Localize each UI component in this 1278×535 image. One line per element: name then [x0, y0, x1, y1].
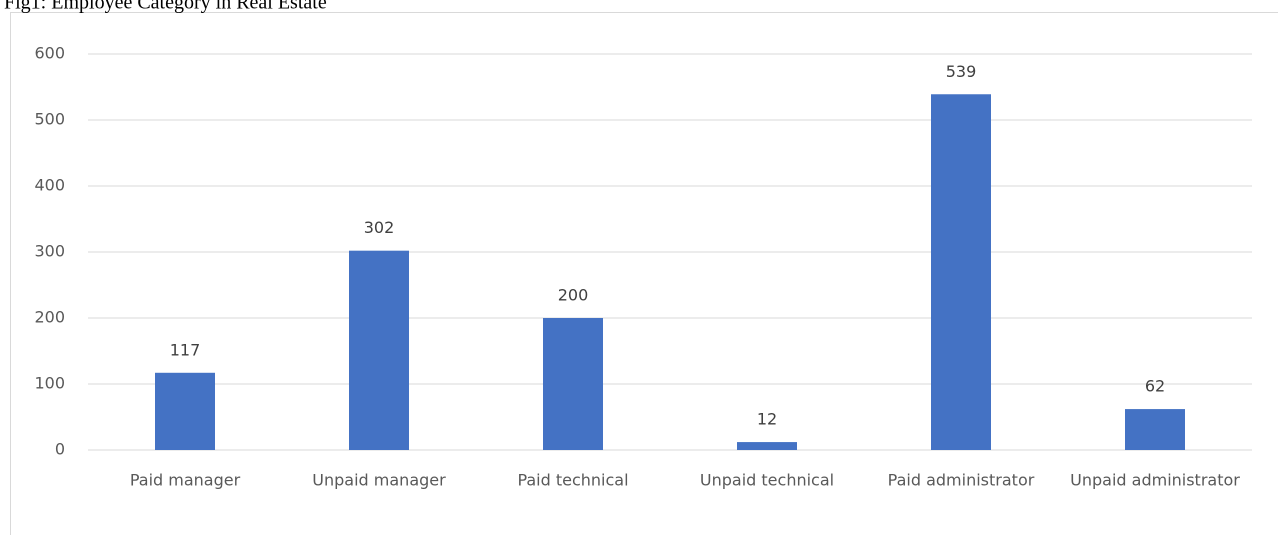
y-tick-label: 200 [34, 308, 65, 327]
y-tick-label: 0 [55, 440, 65, 459]
data-label: 539 [946, 62, 977, 81]
bar [737, 442, 797, 450]
bar [931, 94, 991, 450]
bar [1125, 409, 1185, 450]
y-tick-label: 500 [34, 110, 65, 129]
bar [349, 250, 409, 450]
bar [543, 318, 603, 450]
bar [155, 372, 215, 450]
data-label: 117 [170, 340, 201, 359]
x-tick-label: Unpaid manager [312, 471, 446, 490]
data-label: 302 [364, 218, 395, 237]
x-tick-label: Unpaid technical [700, 471, 834, 490]
x-tick-label: Paid manager [130, 471, 241, 490]
chart-border [10, 12, 1278, 535]
y-tick-label: 100 [34, 374, 65, 393]
data-label: 62 [1145, 377, 1165, 396]
y-tick-label: 400 [34, 176, 65, 195]
x-tick-label: Unpaid administrator [1070, 471, 1240, 490]
x-tick-label: Paid administrator [888, 471, 1035, 490]
data-label: 12 [757, 410, 777, 429]
y-tick-label: 600 [34, 44, 65, 63]
y-tick-label: 300 [34, 242, 65, 261]
chart-title: Fig1: Employee Category in Real Estate [4, 0, 327, 14]
x-tick-label: Paid technical [517, 471, 628, 490]
data-label: 200 [558, 286, 589, 305]
